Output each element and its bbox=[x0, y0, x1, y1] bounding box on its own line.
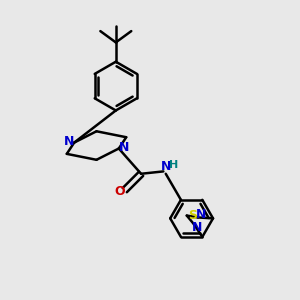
Text: H: H bbox=[169, 160, 178, 170]
Text: N: N bbox=[161, 160, 172, 173]
Text: N: N bbox=[64, 135, 74, 148]
Text: N: N bbox=[119, 140, 129, 154]
Text: N: N bbox=[196, 208, 207, 221]
Text: N: N bbox=[192, 221, 203, 234]
Text: O: O bbox=[114, 185, 125, 198]
Text: S: S bbox=[188, 209, 197, 222]
